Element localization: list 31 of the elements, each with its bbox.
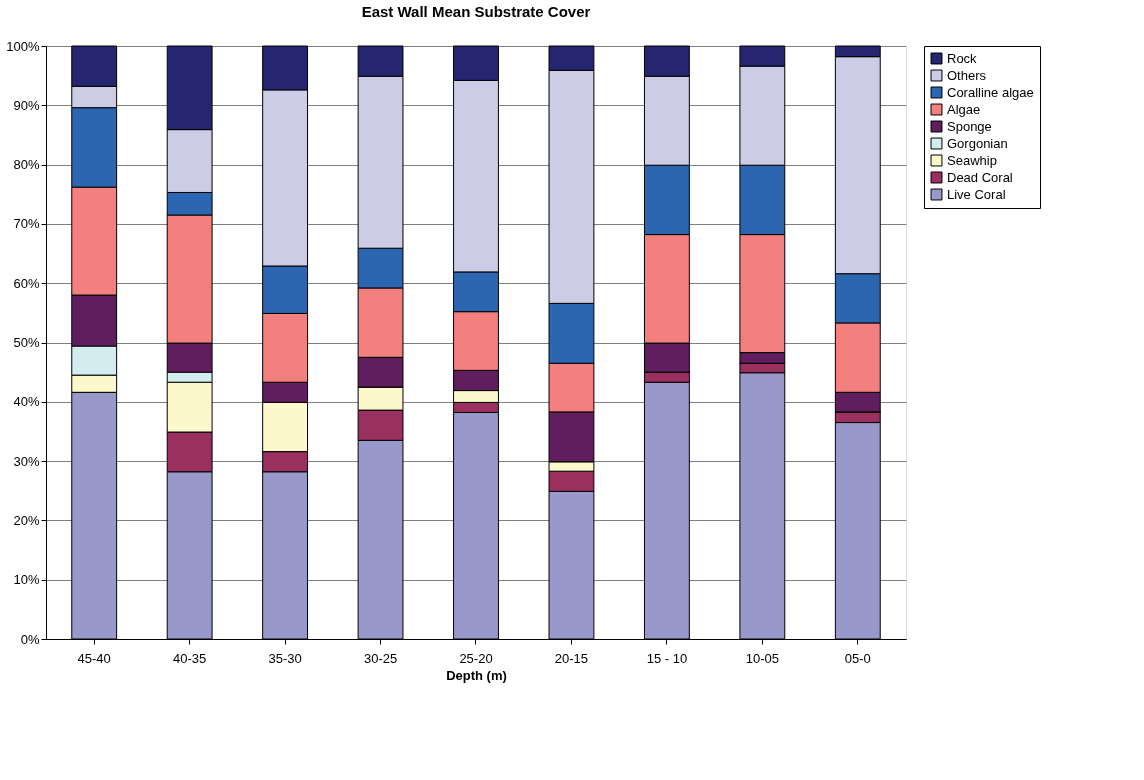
x-tick-label: 10-05	[745, 650, 779, 666]
x-tick-label: 15 - 10	[646, 650, 688, 666]
y-tick-label: 10%	[13, 572, 40, 588]
y-tick-label: 50%	[13, 335, 40, 350]
x-tick-label: 25-20	[459, 650, 493, 666]
y-tick-label: 30%	[13, 453, 40, 469]
y-tick-label: 100%	[6, 38, 40, 54]
x-tick-label: 20-15	[554, 650, 589, 666]
y-tick-label: 80%	[13, 157, 40, 173]
x-axis-title: Depth (m)	[446, 667, 507, 683]
legend-label: Rock	[947, 50, 978, 66]
y-tick-label: 0%	[20, 631, 40, 647]
legend-label: Live Coral	[947, 186, 1006, 202]
legend-label: Others	[947, 67, 987, 83]
legend-label: Coralline algae	[947, 84, 1034, 100]
chart-title: East Wall Mean Substrate Cover	[361, 3, 591, 20]
y-tick-label: 70%	[13, 216, 40, 232]
x-tick-label: 40-35	[173, 650, 207, 666]
legend-label: Sponge	[947, 118, 992, 134]
y-tick-label: 40%	[13, 394, 40, 410]
legend-label: Seawhip	[947, 152, 997, 168]
legend-label: Algae	[947, 101, 981, 117]
x-tick-label: 05-0	[844, 650, 871, 666]
y-tick-label: 90%	[13, 97, 40, 113]
legend-label: Dead Coral	[947, 169, 1013, 185]
x-tick-label: 45-40	[77, 650, 111, 666]
x-tick-label: 35-30	[268, 650, 302, 666]
x-tick-label: 30-25	[363, 650, 398, 666]
y-tick-label: 60%	[13, 275, 40, 291]
y-tick-label: 20%	[13, 512, 40, 528]
legend-label: Gorgonian	[947, 135, 1008, 151]
